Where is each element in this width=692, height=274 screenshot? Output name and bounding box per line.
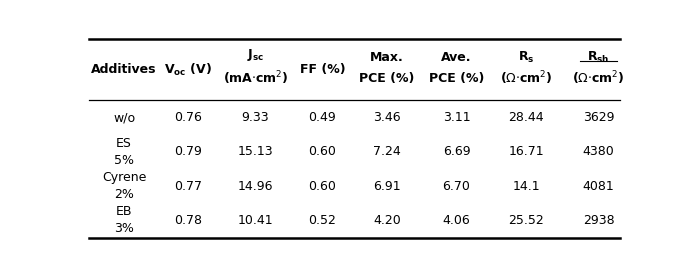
Text: $\bf{V_{oc}}$ (V): $\bf{V_{oc}}$ (V) <box>165 62 212 78</box>
Text: 7.24: 7.24 <box>373 145 401 158</box>
Text: 0.79: 0.79 <box>174 145 202 158</box>
Text: 0.77: 0.77 <box>174 179 202 193</box>
Text: 9.33: 9.33 <box>242 111 269 124</box>
Text: 0.78: 0.78 <box>174 214 202 227</box>
Text: 4081: 4081 <box>583 179 614 193</box>
Text: PCE (%): PCE (%) <box>429 72 484 85</box>
Text: 28.44: 28.44 <box>509 111 544 124</box>
Text: 3.46: 3.46 <box>373 111 401 124</box>
Text: 0.52: 0.52 <box>309 214 336 227</box>
Text: 2938: 2938 <box>583 214 614 227</box>
Text: 15.13: 15.13 <box>237 145 273 158</box>
Text: $\bf{R_s}$: $\bf{R_s}$ <box>518 50 534 65</box>
Text: PCE (%): PCE (%) <box>359 72 415 85</box>
Text: Max.: Max. <box>370 51 403 64</box>
Text: 10.41: 10.41 <box>237 214 273 227</box>
Text: Additives: Additives <box>91 63 157 76</box>
Text: $\bf{J_{sc}}$: $\bf{J_{sc}}$ <box>247 47 264 63</box>
Text: 0.60: 0.60 <box>309 179 336 193</box>
Text: 0.60: 0.60 <box>309 145 336 158</box>
Text: 6.70: 6.70 <box>443 179 471 193</box>
Text: 0.76: 0.76 <box>174 111 202 124</box>
Text: 25.52: 25.52 <box>509 214 544 227</box>
Text: 14.96: 14.96 <box>237 179 273 193</box>
Text: 4380: 4380 <box>583 145 614 158</box>
Text: w/o: w/o <box>113 111 135 124</box>
Text: ($\Omega$$\cdot$cm$^2$): ($\Omega$$\cdot$cm$^2$) <box>500 69 552 87</box>
Text: FF (%): FF (%) <box>300 63 345 76</box>
Text: 0.49: 0.49 <box>309 111 336 124</box>
Text: EB
3%: EB 3% <box>114 206 134 235</box>
Text: ES
5%: ES 5% <box>114 137 134 167</box>
Text: Ave.: Ave. <box>441 51 472 64</box>
Text: 6.91: 6.91 <box>373 179 401 193</box>
Text: 3.11: 3.11 <box>443 111 471 124</box>
Text: ($\Omega$$\cdot$cm$^2$): ($\Omega$$\cdot$cm$^2$) <box>572 69 625 87</box>
Text: 3629: 3629 <box>583 111 614 124</box>
Text: 16.71: 16.71 <box>509 145 544 158</box>
Text: (mA$\cdot$cm$^2$): (mA$\cdot$cm$^2$) <box>223 69 289 87</box>
Text: Cyrene
2%: Cyrene 2% <box>102 171 146 201</box>
Text: $\bf{R_{sh}}$: $\bf{R_{sh}}$ <box>588 50 610 65</box>
Text: 4.06: 4.06 <box>443 214 471 227</box>
Text: 14.1: 14.1 <box>513 179 540 193</box>
Text: 4.20: 4.20 <box>373 214 401 227</box>
Text: 6.69: 6.69 <box>443 145 471 158</box>
